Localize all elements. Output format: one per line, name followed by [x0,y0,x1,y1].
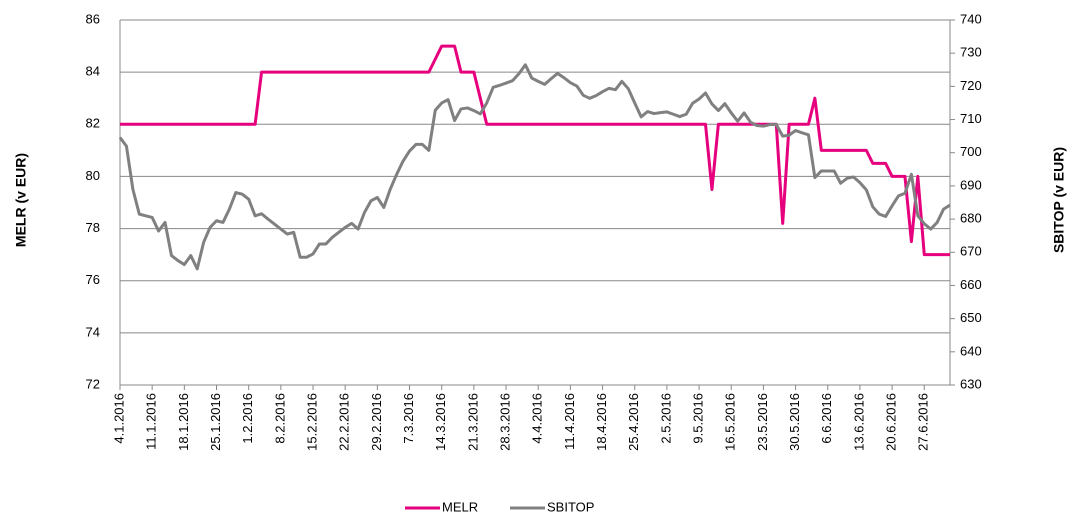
y2-tick-label: 720 [960,78,982,93]
y-tick-label: 76 [86,272,100,287]
x-tick-label: 18.1.2016 [176,393,191,451]
x-tick-label: 15.2.2016 [304,393,319,451]
x-tick-label: 4.1.2016 [111,393,126,444]
x-tick-label: 11.4.2016 [562,393,577,450]
y-tick-label: 78 [86,220,100,235]
x-tick-label: 2.5.2016 [658,393,673,444]
y-axis-title: MELR (v EUR) [13,153,29,247]
x-tick-label: 9.5.2016 [691,393,706,444]
y-tick-label: 82 [86,116,100,131]
x-tick-label: 13.6.2016 [851,393,866,451]
series-line [120,44,950,257]
legend-label: MELR [442,499,478,514]
series-line [118,63,951,271]
y2-tick-label: 630 [960,376,982,391]
legend-label: SBITOP [547,499,594,514]
y2-tick-label: 660 [960,277,982,292]
x-tick-label: 1.2.2016 [240,393,255,444]
x-tick-label: 8.2.2016 [272,393,287,444]
y2-tick-label: 730 [960,45,982,60]
y-tick-label: 86 [86,11,100,26]
y-tick-label: 74 [86,324,100,339]
x-tick-label: 6.6.2016 [819,393,834,444]
x-tick-label: 22.2.2016 [337,393,352,451]
y-tick-label: 72 [86,376,100,391]
y-tick-label: 80 [86,168,100,183]
x-tick-label: 21.3.2016 [465,393,480,451]
x-tick-label: 25.1.2016 [208,393,223,451]
x-tick-label: 28.3.2016 [497,393,512,451]
x-tick-label: 25.4.2016 [626,393,641,451]
y2-tick-label: 690 [960,177,982,192]
y-tick-label: 84 [86,64,100,79]
x-tick-label: 20.6.2016 [884,393,899,451]
x-tick-label: 27.6.2016 [916,393,931,451]
x-tick-label: 14.3.2016 [433,393,448,451]
y2-axis-title: SBITOP (v EUR) [1051,147,1067,253]
y2-tick-label: 640 [960,343,982,358]
x-tick-label: 30.5.2016 [787,393,802,451]
y2-tick-label: 680 [960,211,982,226]
y2-tick-label: 710 [960,111,982,126]
y2-tick-label: 740 [960,11,982,26]
y2-tick-label: 700 [960,144,982,159]
x-tick-label: 11.1.2016 [144,393,159,450]
x-tick-label: 16.5.2016 [723,393,738,451]
x-tick-label: 4.4.2016 [530,393,545,444]
x-tick-label: 18.4.2016 [594,393,609,451]
y2-tick-label: 670 [960,244,982,259]
y2-tick-label: 650 [960,310,982,325]
x-tick-label: 29.2.2016 [369,393,384,451]
x-tick-label: 7.3.2016 [401,393,416,444]
x-tick-label: 23.5.2016 [755,393,770,451]
